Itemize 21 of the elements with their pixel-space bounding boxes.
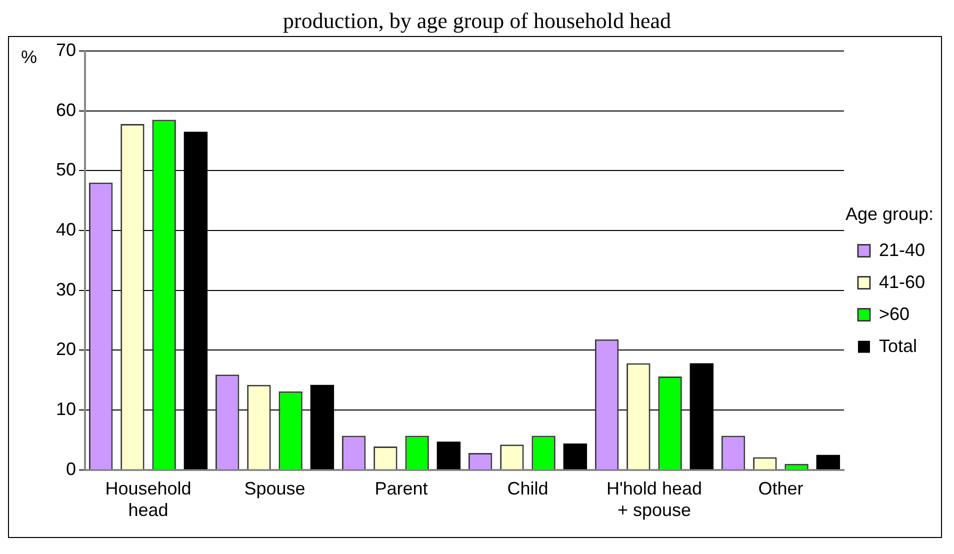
y-axis-title: % — [21, 47, 38, 68]
y-tick-label: 50 — [56, 160, 76, 180]
x-tick-label: Other — [758, 478, 804, 499]
legend-label: Total — [878, 336, 917, 356]
x-tick-label: Parent — [374, 478, 428, 499]
x-tick-label: H'hold head + spouse — [606, 478, 702, 520]
x-tick-label: Household head — [105, 478, 192, 520]
legend-label: 21-40 — [878, 240, 926, 260]
legend-label: >60 — [878, 304, 910, 324]
y-tick-label: 60 — [56, 100, 76, 120]
chart-title: production, by age group of household head — [282, 8, 672, 35]
y-tick-label: 40 — [56, 219, 76, 240]
legend-label: 41-60 — [878, 272, 926, 292]
y-tick-label: 0 — [66, 458, 76, 479]
x-tick-label: Spouse — [244, 478, 306, 499]
legend-title: Age group: — [845, 204, 934, 224]
y-tick-label: 70 — [56, 40, 76, 60]
y-tick-label: 10 — [56, 398, 76, 419]
y-tick-label: 30 — [56, 279, 76, 300]
x-tick-label: Child — [507, 478, 548, 499]
y-tick-label: 20 — [56, 339, 76, 360]
